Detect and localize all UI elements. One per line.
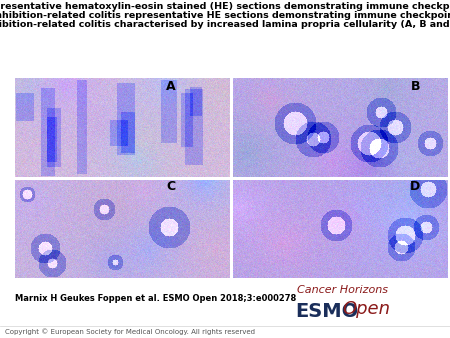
Text: Marnix H Geukes Foppen et al. ESMO Open 2018;3:e000278: Marnix H Geukes Foppen et al. ESMO Open … <box>15 294 296 303</box>
Text: Copyright © European Society for Medical Oncology. All rights reserved: Copyright © European Society for Medical… <box>5 328 255 335</box>
Text: Cancer Horizons: Cancer Horizons <box>297 285 388 295</box>
Text: inhibition-related colitis representative HE sections demonstrating immune check: inhibition-related colitis representativ… <box>0 11 450 20</box>
Text: D: D <box>410 180 421 193</box>
Text: Open: Open <box>342 300 390 318</box>
Text: A: A <box>166 80 176 93</box>
Text: Representative hematoxylin-eosin stained (HE) sections demonstrating immune chec: Representative hematoxylin-eosin stained… <box>0 2 450 11</box>
Text: B: B <box>411 80 420 93</box>
Text: C: C <box>166 180 175 193</box>
Text: inhibition-related colitis characterised by increased lamina propria cellularity: inhibition-related colitis characterised… <box>0 20 450 29</box>
Text: ESMO: ESMO <box>295 302 358 321</box>
